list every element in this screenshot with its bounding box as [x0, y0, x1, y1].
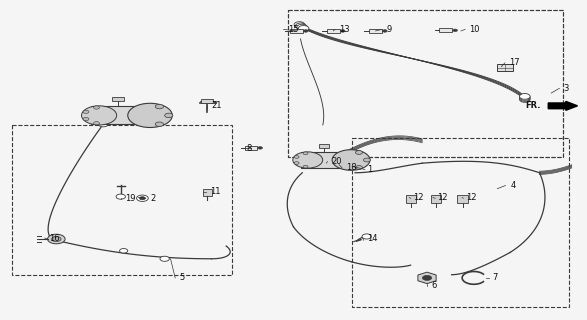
Text: 19: 19 — [125, 194, 136, 203]
Text: 12: 12 — [437, 193, 447, 202]
Text: 18: 18 — [346, 164, 357, 172]
Bar — [92, 107, 156, 124]
Circle shape — [383, 30, 387, 32]
Bar — [439, 28, 452, 32]
Bar — [112, 97, 124, 101]
Text: 4: 4 — [510, 181, 515, 190]
Text: 12: 12 — [466, 193, 477, 202]
Circle shape — [303, 30, 308, 32]
Text: 7: 7 — [492, 273, 498, 282]
Circle shape — [422, 275, 431, 280]
Text: 21: 21 — [211, 101, 222, 110]
Bar — [201, 99, 212, 103]
Circle shape — [346, 163, 356, 169]
Circle shape — [362, 234, 372, 239]
Circle shape — [519, 97, 530, 102]
Circle shape — [519, 94, 530, 100]
Circle shape — [519, 93, 530, 99]
Bar — [12, 125, 232, 275]
Circle shape — [93, 106, 99, 109]
Text: 12: 12 — [414, 193, 424, 202]
Circle shape — [295, 23, 306, 29]
Circle shape — [128, 103, 172, 127]
Circle shape — [294, 162, 299, 164]
Bar — [203, 189, 212, 196]
Circle shape — [48, 234, 65, 244]
Text: 3: 3 — [563, 84, 568, 93]
Circle shape — [294, 156, 299, 158]
Bar — [406, 195, 417, 203]
Text: 13: 13 — [339, 25, 350, 34]
Text: FR.: FR. — [525, 101, 540, 110]
Circle shape — [137, 195, 149, 201]
Bar — [457, 195, 468, 203]
Circle shape — [156, 122, 164, 126]
Circle shape — [363, 158, 370, 162]
Circle shape — [332, 150, 370, 170]
Circle shape — [298, 26, 309, 31]
Polygon shape — [418, 272, 436, 284]
Circle shape — [83, 117, 89, 121]
Circle shape — [120, 249, 128, 253]
Circle shape — [116, 194, 126, 199]
Bar — [497, 64, 512, 71]
Text: 8: 8 — [247, 144, 252, 153]
Bar — [288, 10, 563, 157]
FancyArrow shape — [548, 101, 578, 110]
Text: 9: 9 — [386, 25, 392, 34]
Circle shape — [160, 256, 170, 261]
Bar — [352, 138, 569, 307]
Circle shape — [82, 106, 117, 125]
Bar — [301, 152, 356, 168]
Circle shape — [519, 96, 530, 101]
Circle shape — [140, 197, 146, 200]
Text: 5: 5 — [179, 273, 184, 282]
Text: 2: 2 — [150, 194, 156, 203]
Circle shape — [165, 113, 173, 118]
Text: 10: 10 — [469, 25, 480, 34]
Circle shape — [303, 152, 308, 155]
Text: 6: 6 — [431, 281, 437, 290]
Circle shape — [156, 104, 164, 109]
Text: 1: 1 — [367, 165, 372, 174]
Circle shape — [258, 147, 262, 149]
Circle shape — [356, 151, 363, 154]
Text: 11: 11 — [210, 188, 221, 196]
Circle shape — [294, 22, 305, 28]
Bar — [288, 10, 563, 157]
Bar — [245, 146, 257, 150]
Circle shape — [52, 236, 61, 242]
Circle shape — [93, 122, 99, 125]
Circle shape — [83, 110, 89, 113]
Bar — [369, 29, 382, 33]
Text: 20: 20 — [332, 157, 342, 166]
Circle shape — [340, 30, 345, 32]
Circle shape — [303, 165, 308, 168]
Bar — [327, 29, 340, 33]
Circle shape — [356, 166, 363, 169]
Bar — [290, 29, 303, 33]
Circle shape — [99, 122, 108, 127]
Circle shape — [453, 29, 457, 32]
Text: 15: 15 — [288, 25, 298, 34]
Text: 14: 14 — [367, 234, 377, 243]
Bar — [430, 195, 441, 203]
Circle shape — [293, 152, 323, 168]
Circle shape — [297, 24, 308, 30]
Text: 16: 16 — [49, 234, 59, 243]
Text: 17: 17 — [509, 58, 519, 67]
Bar — [319, 144, 329, 148]
